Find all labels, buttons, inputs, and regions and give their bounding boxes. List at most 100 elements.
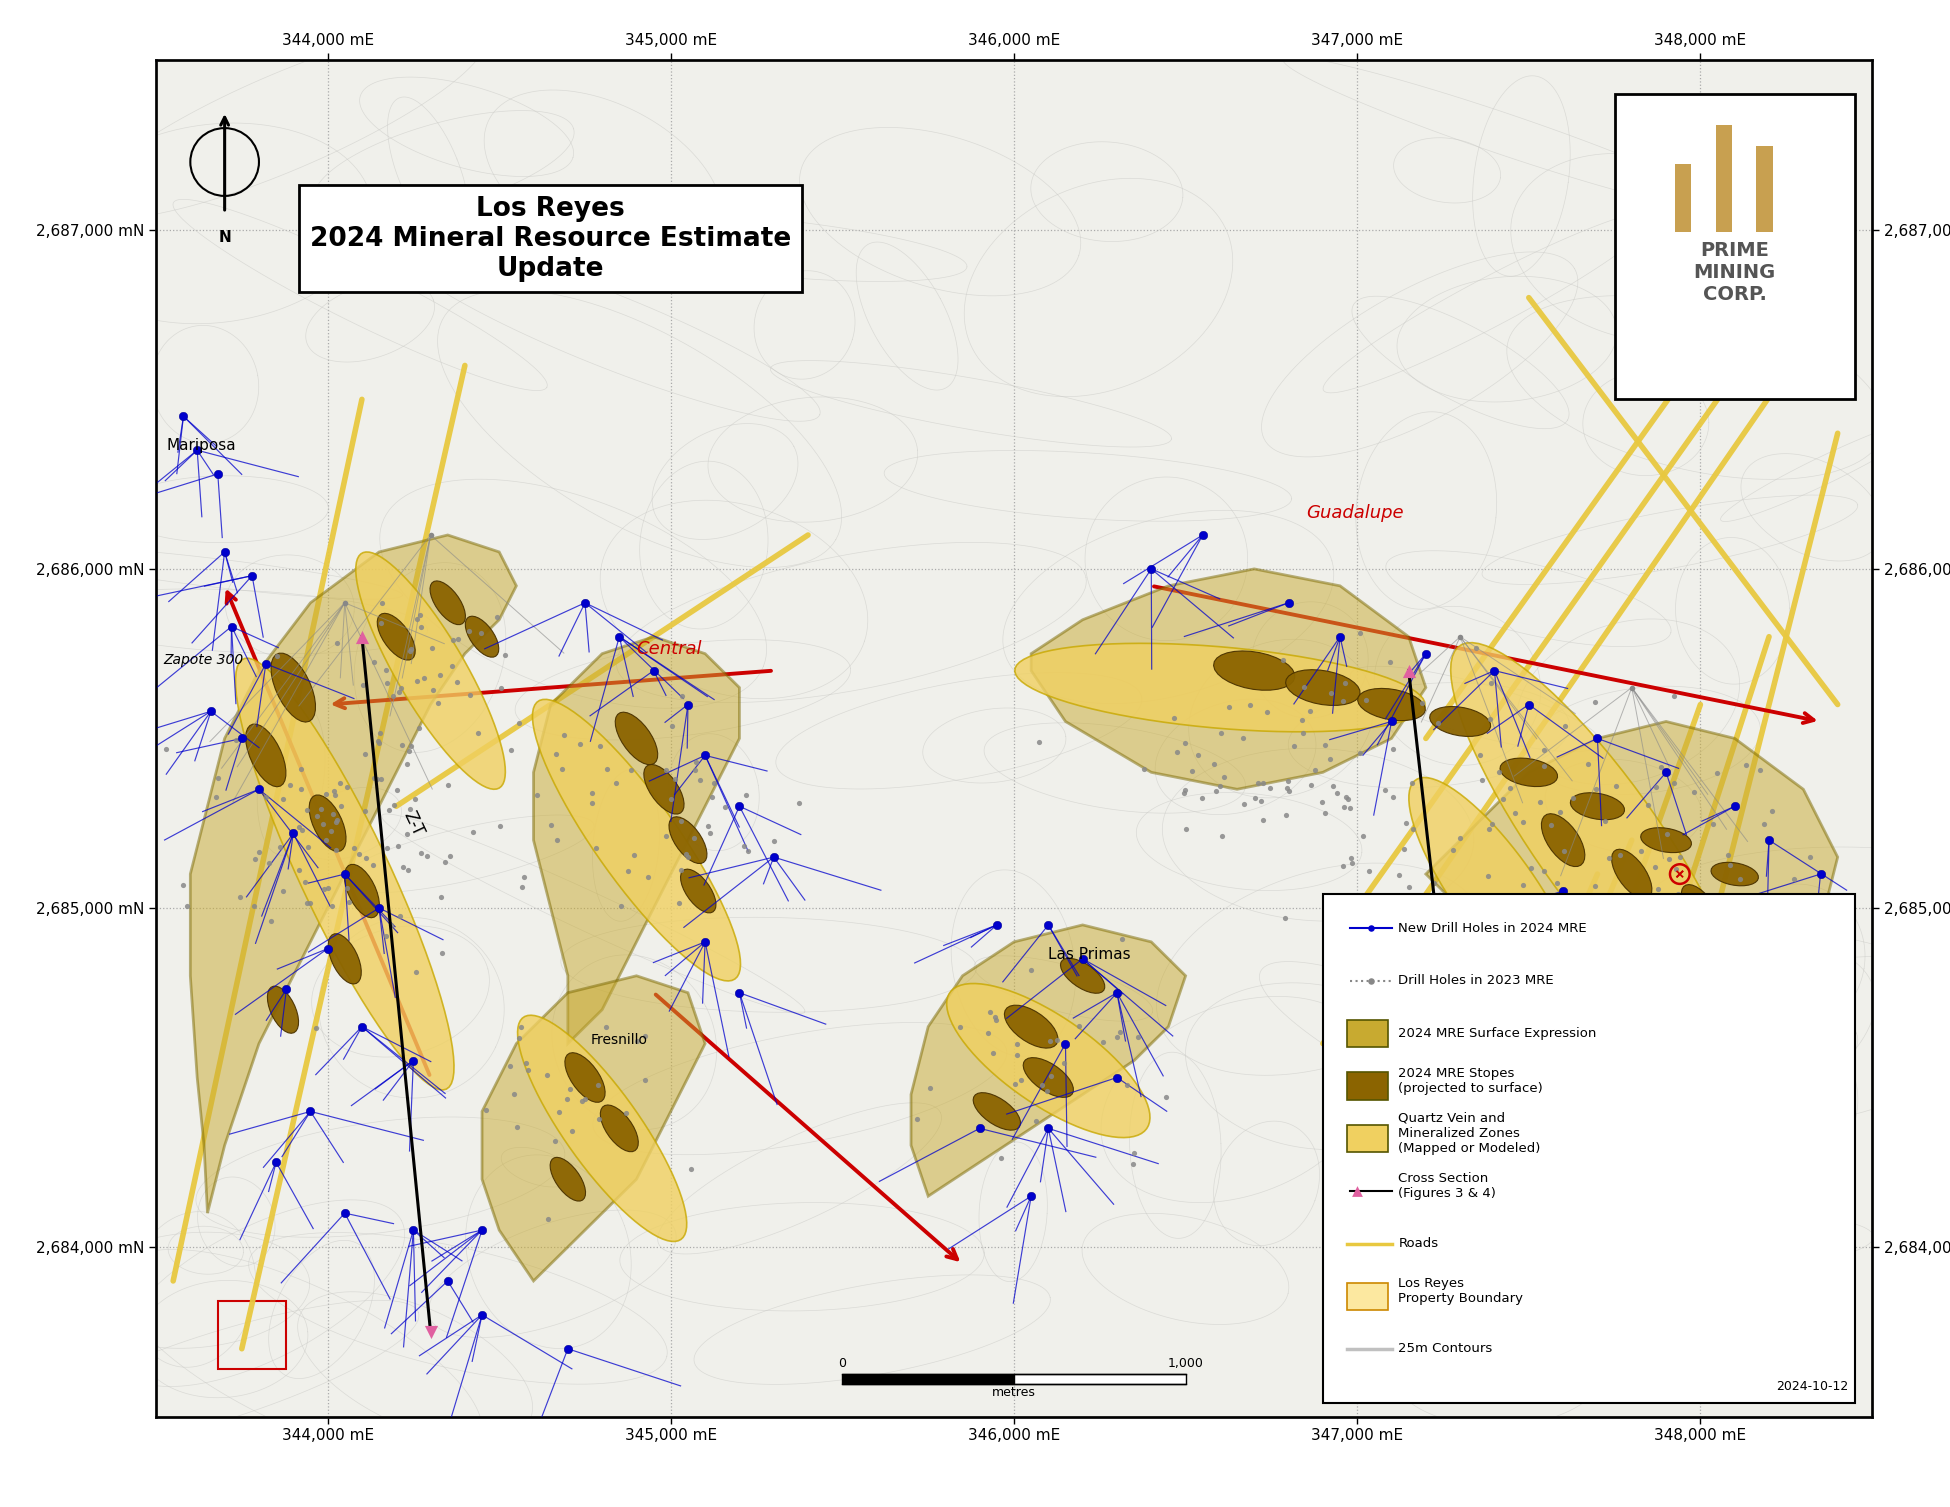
Bar	[1347, 1020, 1388, 1047]
Point	[1355, 969, 1386, 993]
Point	[1720, 794, 1751, 818]
Polygon shape	[911, 925, 1186, 1197]
Point	[398, 1218, 429, 1242]
Polygon shape	[328, 934, 361, 984]
Point	[347, 624, 378, 648]
Point	[591, 1016, 622, 1040]
Point	[542, 829, 573, 853]
Text: 0: 0	[838, 1358, 846, 1370]
Point	[1316, 775, 1347, 799]
Point	[692, 814, 723, 838]
Point	[1271, 776, 1303, 800]
Point	[425, 663, 456, 687]
Point	[349, 743, 380, 767]
Point	[1640, 854, 1671, 879]
Point	[1295, 773, 1326, 797]
Text: 2024 MRE Stopes
(projected to surface): 2024 MRE Stopes (projected to surface)	[1398, 1067, 1542, 1096]
Point	[482, 606, 513, 630]
Polygon shape	[376, 613, 415, 660]
Point	[1338, 851, 1369, 876]
Point	[1170, 731, 1201, 755]
Point	[604, 624, 636, 648]
Point	[1646, 755, 1677, 779]
Point	[513, 1058, 544, 1082]
Point	[1515, 856, 1546, 880]
Point	[1603, 910, 1634, 934]
Bar	[1675, 164, 1691, 232]
Point	[651, 824, 682, 848]
Point	[203, 461, 234, 485]
Point	[388, 856, 419, 880]
Text: Echeguren
Shaft: Echeguren Shaft	[1718, 898, 1792, 928]
Point	[1806, 862, 1837, 886]
Point	[1102, 981, 1133, 1005]
Point	[378, 793, 410, 817]
Point	[306, 797, 337, 821]
Point	[1049, 1052, 1080, 1076]
Point	[370, 924, 402, 948]
Point	[1548, 714, 1580, 738]
Point	[435, 844, 466, 868]
Point	[1654, 847, 1685, 871]
Point	[784, 791, 815, 815]
Point	[400, 787, 431, 811]
Point	[396, 637, 427, 662]
Point	[1377, 710, 1408, 734]
Point	[1273, 769, 1305, 793]
Polygon shape	[191, 535, 517, 1213]
Polygon shape	[267, 986, 298, 1034]
Point	[402, 607, 433, 631]
Point	[359, 651, 390, 675]
Bar	[1322, 894, 1854, 1403]
Point	[1474, 671, 1505, 695]
Point	[1034, 1117, 1065, 1141]
Point	[452, 618, 484, 642]
Point	[1355, 916, 1386, 940]
Point	[363, 731, 394, 755]
Point	[671, 842, 702, 867]
Point	[632, 865, 663, 889]
Point	[1170, 817, 1201, 841]
Point	[363, 767, 394, 791]
Point	[209, 540, 240, 564]
Point	[244, 839, 275, 864]
Point	[404, 716, 435, 740]
Point	[1273, 591, 1305, 615]
Polygon shape	[466, 616, 499, 657]
Point	[963, 1117, 994, 1141]
Point	[1248, 770, 1279, 794]
Point	[977, 1041, 1008, 1065]
Point	[1254, 776, 1285, 800]
Point	[318, 802, 349, 826]
Point	[1351, 687, 1383, 711]
Point	[1203, 775, 1234, 799]
Text: Cross Section
(Figures 3 & 4): Cross Section (Figures 3 & 4)	[1398, 1172, 1496, 1200]
Text: Zapote 300: Zapote 300	[164, 653, 244, 666]
Polygon shape	[1570, 793, 1624, 820]
Point	[1016, 1185, 1047, 1209]
Point	[382, 833, 413, 857]
Point	[437, 654, 468, 678]
Point	[1392, 876, 1424, 900]
Point	[380, 778, 411, 802]
Point	[979, 1005, 1010, 1029]
Point	[679, 758, 710, 782]
Point	[220, 728, 252, 752]
Point	[287, 757, 318, 781]
Point	[310, 782, 341, 806]
Point	[441, 669, 472, 693]
Point	[663, 891, 694, 915]
Point	[1310, 802, 1342, 826]
Point	[1268, 648, 1299, 672]
Point	[252, 785, 283, 809]
Point	[1529, 859, 1560, 883]
Point	[462, 720, 493, 744]
Point	[981, 1008, 1012, 1032]
Point	[985, 1145, 1016, 1169]
Point	[1558, 787, 1589, 811]
Point	[261, 1150, 292, 1174]
Point	[392, 823, 423, 847]
Point	[394, 797, 425, 821]
Point	[489, 643, 521, 668]
Point	[1168, 782, 1199, 806]
